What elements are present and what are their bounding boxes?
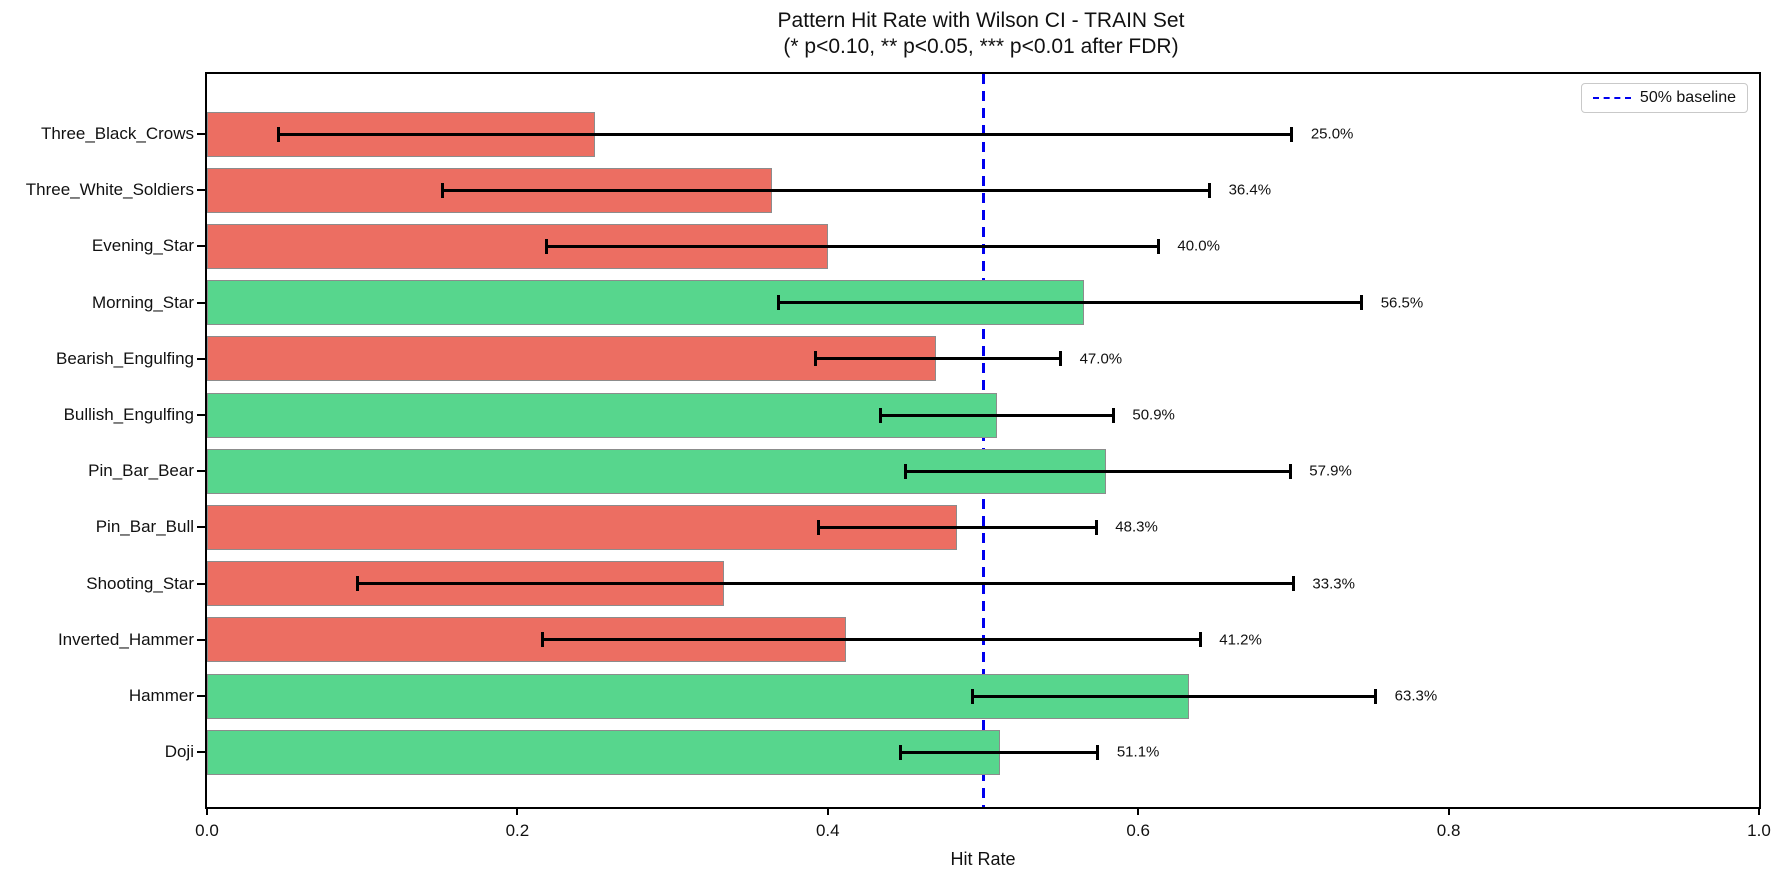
chart-title: Pattern Hit Rate with Wilson CI - TRAIN …: [777, 9, 1185, 32]
error-bar-cap-low: [356, 576, 360, 592]
error-bar-cap-high: [1374, 688, 1378, 704]
error-bar-cap-high: [1156, 238, 1160, 254]
error-bar-cap-high: [1208, 182, 1212, 198]
bar-value-label: 40.0%: [1177, 237, 1220, 255]
x-tick-label: 0.8: [1436, 821, 1461, 840]
y-tick-label: Pin_Bar_Bull: [95, 517, 194, 537]
error-bar-cap-low: [816, 519, 820, 535]
y-tick-label: Inverted_Hammer: [57, 629, 194, 649]
bar-value-label: 63.3%: [1394, 687, 1438, 705]
y-tick-label: Three_Black_Crows: [40, 124, 194, 143]
error-bar-line: [442, 188, 1210, 192]
error-bar-cap-low: [776, 295, 780, 311]
error-bar-line: [546, 244, 1159, 248]
x-tick: [1447, 807, 1450, 815]
y-tick: [197, 582, 205, 585]
x-tick-label: 1.0: [1747, 821, 1771, 840]
error-bar-line: [778, 301, 1362, 305]
chart-title-block: Pattern Hit Rate with Wilson CI - TRAIN …: [205, 8, 1757, 60]
y-tick-label: Bearish_Engulfing: [56, 348, 194, 368]
y-tick-label: Hammer: [128, 686, 194, 705]
chart-subtitle: (* p<0.10, ** p<0.05, *** p<0.01 after F…: [783, 35, 1179, 58]
x-tick: [1137, 807, 1140, 815]
x-tick: [516, 807, 519, 815]
y-tick-label: Evening_Star: [91, 236, 194, 256]
bar-value-label: 47.0%: [1079, 350, 1123, 368]
error-bar-cap-high: [1290, 126, 1294, 142]
error-bar-line: [972, 694, 1376, 698]
bar: [207, 729, 1001, 775]
y-tick-label: Morning_Star: [91, 292, 194, 312]
error-bar-line: [905, 469, 1291, 473]
y-tick-label: Bullish_Engulfing: [63, 405, 194, 424]
bar-value-label: 25.0%: [1310, 125, 1354, 143]
x-tick-label: 0.0: [195, 821, 219, 840]
x-tick: [206, 807, 208, 815]
error-bar-line: [357, 582, 1294, 586]
y-tick: [197, 414, 205, 416]
y-tick: [197, 133, 205, 135]
y-tick-label: Shooting_Star: [86, 573, 194, 593]
error-bar-cap-low: [903, 463, 907, 479]
error-bar-cap-low: [276, 126, 280, 142]
error-bar-cap-high: [1059, 351, 1063, 367]
error-bar-cap-low: [970, 688, 974, 704]
error-bar-cap-high: [1096, 744, 1100, 760]
y-tick: [197, 357, 205, 360]
error-bar-cap-high: [1288, 463, 1292, 479]
dashed-line-legend-icon: [1592, 97, 1631, 99]
bar-value-label: 36.4%: [1228, 181, 1272, 199]
error-bar-cap-low: [441, 182, 445, 198]
y-tick-label: Pin_Bar_Bear: [88, 461, 194, 481]
error-bar-cap-low: [879, 407, 883, 423]
baseline-line: [981, 74, 985, 807]
bar-value-label: 57.9%: [1309, 462, 1352, 480]
y-tick-label: Doji: [164, 742, 194, 762]
legend: 50% baseline: [1580, 83, 1748, 113]
y-tick-label: Three_White_Soldiers: [25, 180, 194, 200]
error-bar-cap-high: [1291, 576, 1295, 592]
x-tick: [1758, 807, 1760, 815]
error-bar-cap-low: [540, 632, 544, 648]
bar-value-label: 41.2%: [1219, 631, 1262, 649]
bar-value-label: 48.3%: [1115, 518, 1158, 536]
bar-value-label: 33.3%: [1312, 575, 1355, 593]
error-bar-line: [542, 638, 1201, 642]
x-tick-label: 0.4: [815, 821, 840, 840]
bar-value-label: 50.9%: [1132, 406, 1175, 424]
error-bar-line: [900, 750, 1098, 754]
y-tick: [197, 470, 205, 473]
y-tick: [197, 526, 205, 529]
y-tick: [197, 695, 205, 697]
y-tick: [197, 751, 205, 754]
error-bar-cap-high: [1111, 407, 1115, 423]
x-axis-label: Hit Rate: [950, 849, 1016, 869]
error-bar-cap-low: [545, 238, 549, 254]
y-tick: [197, 638, 205, 641]
y-tick: [197, 301, 205, 304]
error-bar-line: [815, 357, 1061, 361]
error-bar-line: [818, 525, 1097, 529]
y-tick: [197, 189, 205, 192]
error-bar-cap-high: [1198, 632, 1202, 648]
bar: [207, 392, 997, 438]
error-bar-cap-high: [1360, 295, 1364, 311]
legend-label: 50% baseline: [1639, 89, 1736, 106]
y-tick: [197, 245, 205, 248]
error-bar-line: [880, 413, 1114, 417]
error-bar-cap-high: [1094, 519, 1098, 535]
error-bar-cap-low: [899, 744, 903, 760]
x-tick-label: 0.2: [505, 821, 530, 840]
x-tick-label: 0.6: [1126, 821, 1150, 840]
error-bar-line: [278, 132, 1292, 136]
bar-value-label: 51.1%: [1116, 743, 1160, 761]
plot-area: 50% baseline Hit Rate 25.0% Three_Black_C…: [26, 72, 1771, 869]
bar-value-label: 56.5%: [1380, 294, 1424, 312]
error-bar-cap-low: [813, 351, 817, 367]
x-tick: [826, 807, 829, 815]
